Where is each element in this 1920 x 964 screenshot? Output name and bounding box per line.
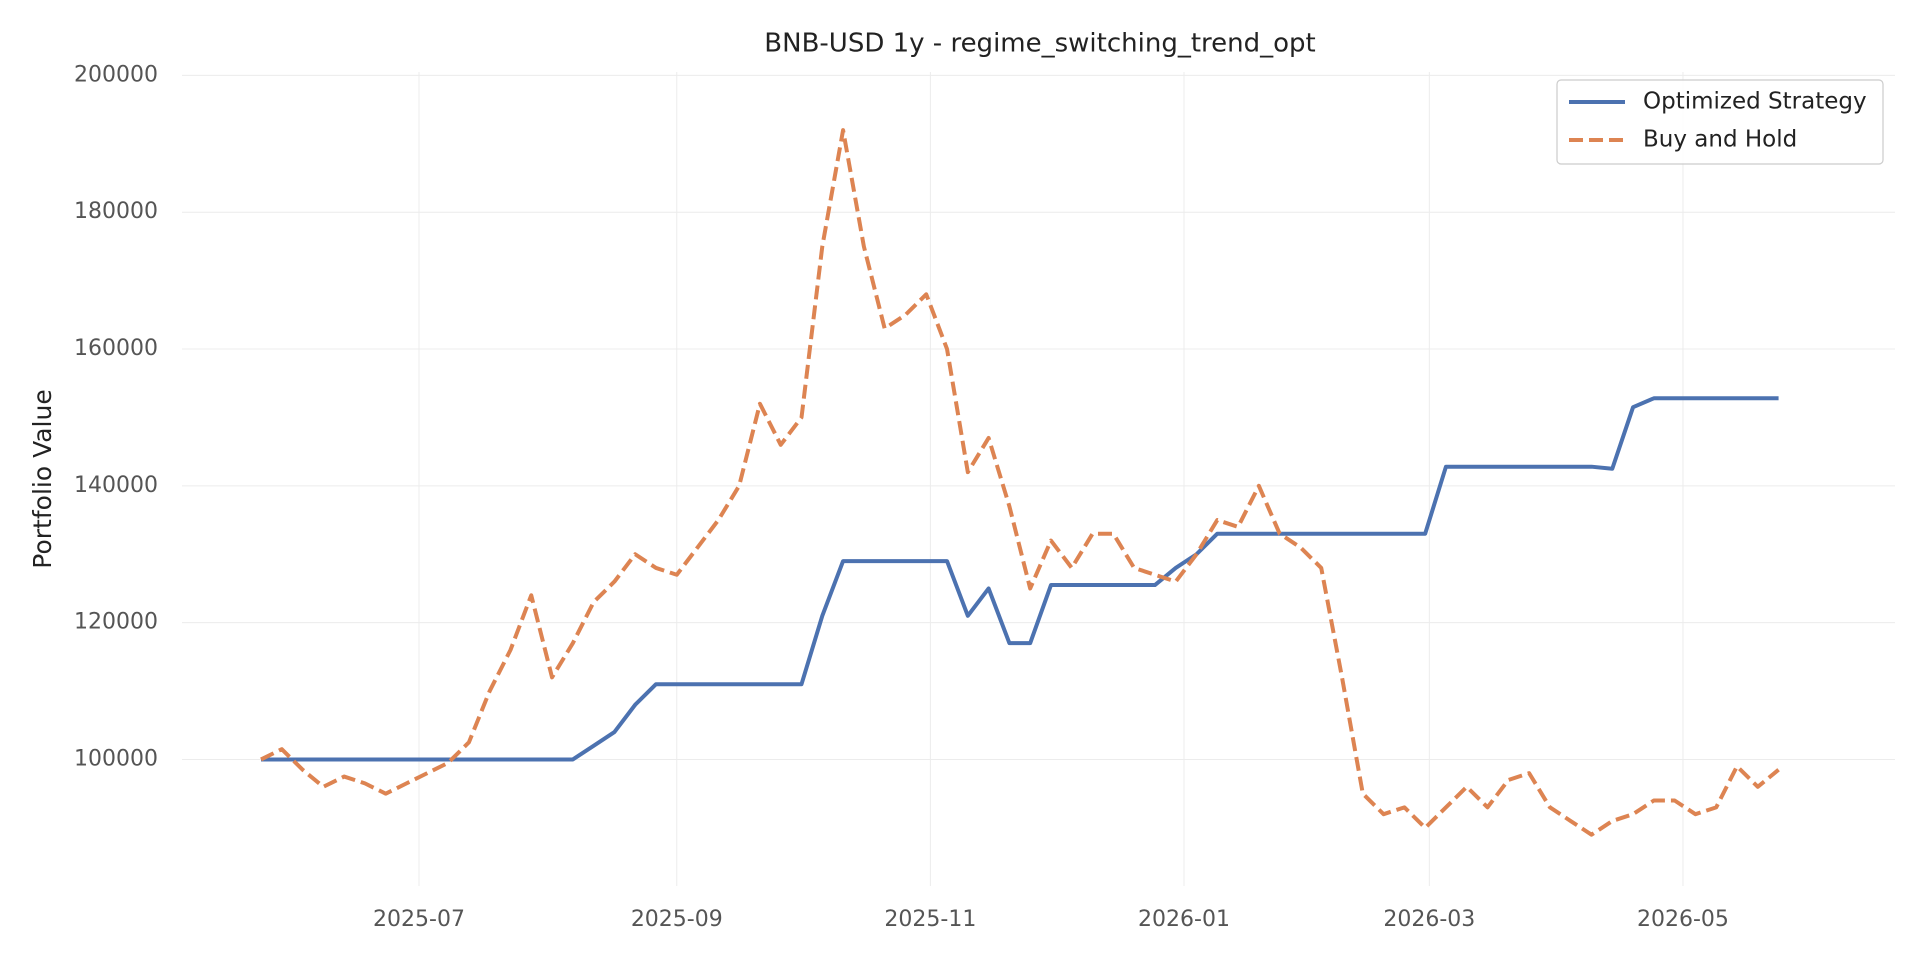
y-tick-label: 120000: [74, 610, 158, 635]
legend: Optimized Strategy Buy and Hold: [1556, 79, 1884, 165]
legend-box: [1556, 79, 1884, 165]
y-tick-label: 200000: [74, 62, 158, 87]
y-tick-label: 140000: [74, 473, 158, 498]
x-tick-label: 2025-09: [631, 907, 723, 932]
x-tick-label: 2025-07: [373, 907, 465, 932]
x-tick-label: 2026-03: [1383, 907, 1475, 932]
series-line: [261, 396, 1779, 762]
legend-label: Buy and Hold: [1643, 127, 1797, 153]
y-tick-label: 160000: [74, 336, 158, 361]
chart-title: BNB-USD 1y - regime_switching_trend_opt: [764, 29, 1315, 59]
legend-label: Optimized Strategy: [1643, 89, 1867, 115]
y-axis-label: Portfolio Value: [28, 389, 57, 568]
grid: [182, 72, 1895, 886]
y-tick-label: 100000: [74, 746, 158, 771]
series-line: [260, 128, 1780, 837]
x-tick-label: 2025-11: [884, 907, 976, 932]
x-tick-label: 2026-05: [1637, 907, 1729, 932]
x-tick-label: 2026-01: [1138, 907, 1230, 932]
y-tick-label: 180000: [74, 199, 158, 224]
